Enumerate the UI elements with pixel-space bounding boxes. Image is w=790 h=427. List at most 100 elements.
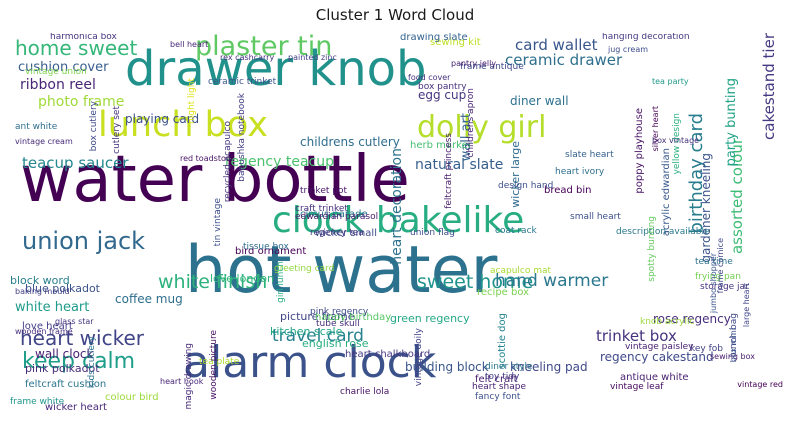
word-36: playing card [125, 112, 200, 126]
word-144: vintage red [737, 380, 783, 389]
word-77: regency tea [310, 228, 364, 238]
word-53: wicker small [315, 228, 377, 239]
word-9: keep calm [22, 349, 136, 374]
word-130: vintage cream [15, 137, 73, 146]
word-112: fancy font [475, 392, 521, 402]
word-0: hot water [185, 233, 498, 308]
word-142: large heart [742, 283, 751, 328]
word-46: love london [210, 272, 275, 285]
word-134: silver heart [651, 106, 660, 152]
word-86: tissue box [243, 242, 289, 252]
word-81: craft trinket [295, 204, 348, 214]
word-cloud: hot water water bottle drawer knob alarm cl… [10, 33, 785, 420]
word-83: slate heart [565, 150, 614, 160]
word-41: kneeling pad [510, 360, 588, 374]
word-89: knob acrylic [640, 317, 695, 327]
word-20: trinket box [596, 327, 677, 345]
word-2: drawer knob [125, 41, 427, 97]
word-37: coffee mug [115, 292, 183, 306]
word-139: wooden frame [15, 327, 73, 336]
word-109: diner style [485, 362, 533, 372]
word-3: alarm clock [183, 337, 437, 388]
word-34: rose regency [653, 312, 731, 326]
word-78: union flag [410, 228, 455, 238]
word-33: regency cakestand [600, 350, 714, 364]
word-114: vintage paisley [625, 342, 694, 352]
word-17: card wallet [515, 36, 598, 54]
word-43: blue polkadot [25, 282, 100, 295]
word-98: night light [187, 78, 197, 124]
word-10: heart wicker [20, 326, 144, 350]
word-141: box mini [729, 328, 738, 363]
word-106: wooden picture [209, 330, 219, 400]
word-96: ceramic trinket [208, 77, 277, 87]
word-22: teacup saucer [22, 154, 129, 172]
word-51: bird ornament [235, 246, 307, 257]
word-49: green regency [390, 312, 470, 325]
word-108: vintage doily [414, 328, 424, 387]
word-12: white finish [158, 271, 268, 293]
word-110: toy tidy [485, 372, 520, 382]
word-25: cushion cover [18, 60, 109, 75]
word-92: cutlery set [112, 106, 122, 154]
word-45: block word [10, 274, 70, 287]
word-123: hanging decoration [602, 33, 690, 42]
word-60: feltcraft cushion [25, 379, 107, 390]
chart-title: Cluster 1 Word Cloud [315, 6, 475, 24]
word-1: water bottle [20, 143, 410, 217]
word-128: food cover [408, 73, 451, 82]
word-94: spotty bunting [647, 216, 657, 282]
word-74: acrylic edwardian [661, 148, 672, 237]
word-116: vintage leaf [610, 382, 664, 392]
word-58: wicker heart [45, 402, 107, 413]
word-42: building block [405, 360, 489, 374]
word-88: frying pan [695, 272, 741, 282]
word-115: storage jar [700, 282, 749, 292]
word-14: travel card [272, 326, 364, 346]
word-15: hand warmer [495, 271, 609, 291]
word-119: charlie lola [340, 387, 390, 397]
word-140: sewing box [710, 352, 756, 361]
word-121: small heart [570, 212, 621, 222]
word-56: sewing kit [430, 37, 481, 48]
word-138: baking mould [15, 287, 70, 296]
word-31: gardener kneeling [699, 153, 713, 263]
word-27: heart decoration [389, 148, 405, 265]
word-132: box vintage [652, 136, 700, 145]
word-24: ribbon reel [20, 77, 96, 93]
word-64: recipe box [477, 287, 530, 298]
word-57: drawing slate [400, 33, 468, 43]
word-13: sweet home [417, 271, 534, 293]
word-127: painted zinc [288, 53, 337, 62]
word-29: white heart [15, 300, 90, 315]
word-47: kitchen scale [270, 325, 343, 338]
word-63: antique white [620, 372, 689, 383]
word-44: pink polkadot [25, 362, 100, 375]
word-97: babushka notebook [237, 93, 247, 182]
word-65: happy birthday [315, 312, 392, 323]
word-4: clock bakelike [272, 200, 525, 241]
word-71: frame white [10, 397, 65, 407]
word-124: jug cream [608, 45, 649, 54]
word-59: love heart [22, 321, 73, 332]
word-133: tea party [652, 77, 689, 86]
word-91: box pantry [418, 82, 467, 92]
word-95: frame antique [460, 62, 524, 72]
word-73: poppy playhouse [634, 108, 645, 194]
word-99: box cutlery [89, 101, 99, 152]
word-32: childrens cutlery [300, 135, 400, 149]
word-67: pink regency [310, 307, 369, 317]
word-26: natural slate [415, 157, 504, 173]
word-131: red toadstool [180, 154, 233, 163]
word-125: bell heart [170, 40, 209, 49]
word-118: kids cutlery [87, 336, 97, 389]
word-54: wicker large [509, 141, 522, 208]
word-100: ant white [15, 122, 58, 132]
word-19: cakestand tier [760, 33, 778, 140]
word-136: jumbo shopper [709, 253, 718, 314]
word-69: felt craft [475, 374, 518, 385]
word-61: heart chalkboard [345, 349, 431, 360]
word-137: glass star [55, 317, 94, 326]
word-21: regency teacup [225, 154, 335, 170]
word-104: greeting card [274, 264, 335, 274]
